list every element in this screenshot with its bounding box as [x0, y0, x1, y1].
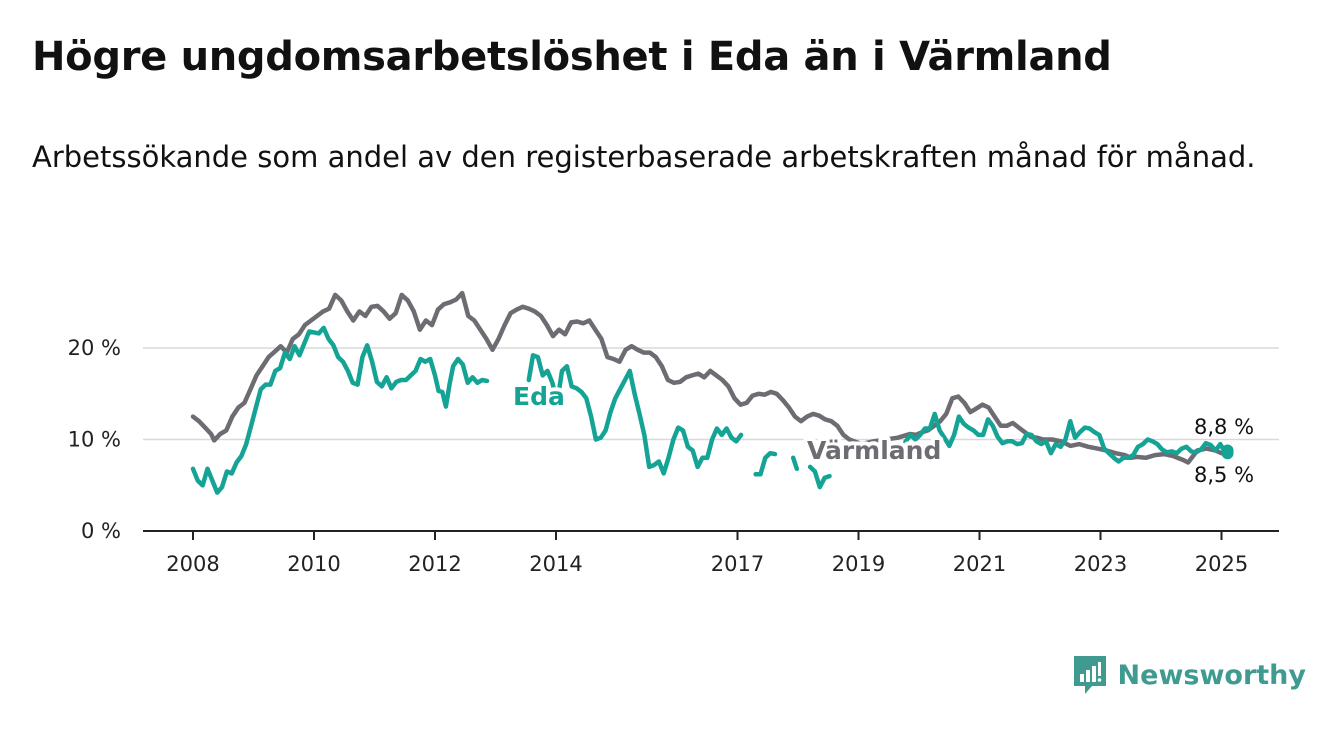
brand[interactable]: Newsworthy	[1072, 654, 1306, 696]
chart-subtitle: Arbetssökande som andel av den registerb…	[32, 140, 1256, 174]
x-tick-label: 2008	[166, 552, 219, 576]
x-tick-label: 2021	[953, 552, 1006, 576]
label-layer: Eda Värmland 8,8 % 8,5 %	[509, 378, 1254, 487]
x-tick-label: 2025	[1195, 552, 1248, 576]
y-tick-label: 20 %	[68, 336, 121, 360]
grid-layer	[143, 347, 1279, 441]
x-tick-label: 2023	[1074, 552, 1127, 576]
end-value-label: 8,5 %	[1194, 463, 1254, 487]
series-line-eda	[190, 325, 1230, 495]
x-tick-label: 2012	[408, 552, 461, 576]
newsworthy-logo-icon	[1073, 656, 1106, 694]
end-value-label: 8,8 %	[1194, 415, 1254, 439]
y-tick-label: 0 %	[81, 519, 121, 543]
x-tick-label: 2019	[832, 552, 885, 576]
chart-title: Högre ungdomsarbetslöshet i Eda än i Vär…	[32, 34, 1112, 80]
series-name-label: Eda	[513, 382, 565, 411]
series-name-label: Värmland	[807, 436, 941, 465]
series-line-vrmland	[190, 290, 1230, 465]
series-layer	[190, 290, 1234, 495]
x-axis: 2008 2010 2012 2014 2017 2019 2021 2023 2025	[143, 530, 1279, 576]
x-tick-label: 2010	[287, 552, 340, 576]
brand-name: Newsworthy	[1117, 659, 1306, 691]
x-tick-label: 2017	[711, 552, 764, 576]
series-end-point	[1221, 444, 1234, 457]
y-axis: 0 % 10 % 20 %	[68, 336, 121, 543]
x-tick-label: 2014	[529, 552, 582, 576]
y-tick-label: 10 %	[68, 428, 121, 452]
